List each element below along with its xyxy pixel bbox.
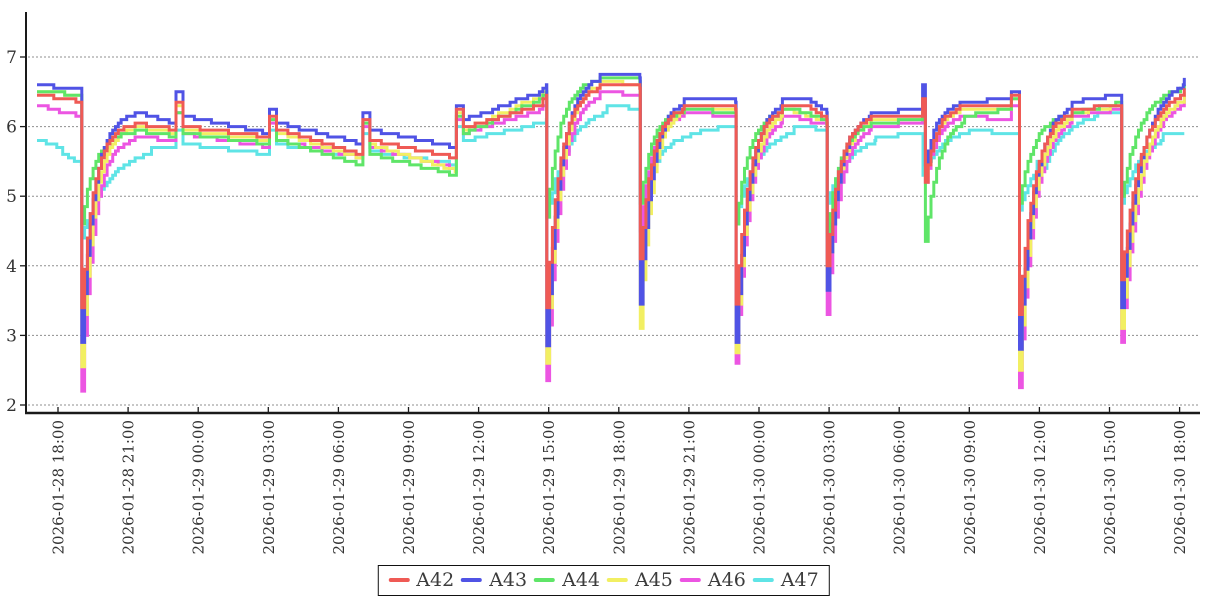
legend-label-A44: A44 bbox=[562, 569, 600, 591]
y-tick-label-4: 4 bbox=[6, 257, 17, 277]
legend-label-A45: A45 bbox=[635, 569, 673, 591]
legend-swatch-A43 bbox=[461, 578, 483, 582]
x-tick-label-1: 2026-01-28 21:00 bbox=[120, 420, 138, 554]
x-tick-label-8: 2026-01-29 18:00 bbox=[610, 420, 628, 554]
series-line-A45 bbox=[37, 79, 1186, 372]
legend-label-A42: A42 bbox=[416, 569, 455, 591]
legend-label-A43: A43 bbox=[489, 569, 528, 591]
y-tick-label-5: 5 bbox=[6, 187, 17, 207]
x-tick-label-16: 2026-01-30 18:00 bbox=[1171, 420, 1189, 554]
legend-swatch-A45 bbox=[607, 578, 628, 582]
x-tick-label-10: 2026-01-30 00:00 bbox=[751, 420, 769, 554]
series-line-A47 bbox=[37, 104, 1185, 240]
legend-swatch-A46 bbox=[679, 578, 701, 582]
legend-item-A46: A46 bbox=[679, 568, 746, 592]
x-tick-label-15: 2026-01-30 15:00 bbox=[1101, 420, 1119, 554]
legend-item-A47: A47 bbox=[752, 568, 819, 592]
x-tick-label-13: 2026-01-30 09:00 bbox=[961, 420, 979, 554]
x-tick-label-7: 2026-01-29 15:00 bbox=[540, 420, 558, 554]
series-line-A42 bbox=[37, 83, 1186, 316]
x-tick-label-12: 2026-01-30 06:00 bbox=[891, 420, 909, 554]
x-tick-label-5: 2026-01-29 09:00 bbox=[400, 420, 418, 554]
legend-swatch-A44 bbox=[534, 578, 556, 582]
x-tick-label-14: 2026-01-30 12:00 bbox=[1031, 420, 1049, 554]
y-tick-label-6: 6 bbox=[6, 118, 17, 138]
x-tick-label-6: 2026-01-29 12:00 bbox=[470, 420, 488, 554]
x-tick-label-3: 2026-01-29 03:00 bbox=[260, 420, 278, 554]
x-tick-label-9: 2026-01-29 21:00 bbox=[680, 420, 698, 554]
legend-item-A44: A44 bbox=[534, 568, 600, 592]
legend-item-A42: A42 bbox=[388, 568, 454, 592]
legend-item-A43: A43 bbox=[461, 568, 527, 592]
legend: A42 A43 A44 A45 A46 A47 bbox=[377, 565, 830, 596]
x-tick-label-2: 2026-01-29 00:00 bbox=[190, 420, 208, 554]
legend-label-A46: A46 bbox=[707, 569, 746, 591]
y-tick-label-3: 3 bbox=[6, 326, 17, 346]
legend-item-A45: A45 bbox=[607, 568, 673, 592]
x-tick-label-0: 2026-01-28 18:00 bbox=[50, 420, 68, 554]
x-tick-label-4: 2026-01-29 06:00 bbox=[330, 420, 348, 554]
x-tick-label-11: 2026-01-30 03:00 bbox=[821, 420, 839, 554]
legend-swatch-A47 bbox=[752, 578, 774, 582]
y-tick-label-7: 7 bbox=[6, 48, 17, 68]
y-tick-label-2: 2 bbox=[6, 396, 17, 416]
legend-label-A47: A47 bbox=[780, 569, 819, 591]
legend-swatch-A42 bbox=[388, 578, 410, 582]
